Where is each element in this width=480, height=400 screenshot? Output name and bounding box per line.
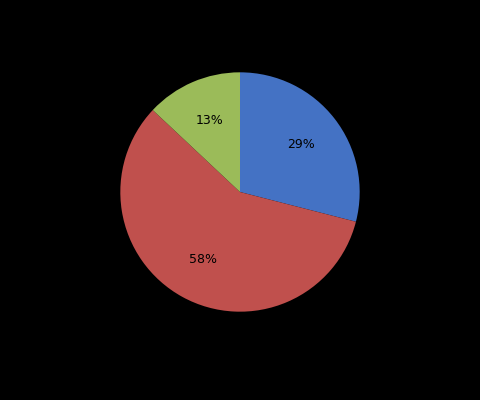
Wedge shape [120, 110, 356, 312]
Text: 29%: 29% [288, 138, 315, 151]
Text: 13%: 13% [195, 114, 223, 128]
Wedge shape [153, 72, 240, 192]
Wedge shape [240, 72, 360, 222]
Text: 58%: 58% [189, 253, 216, 266]
